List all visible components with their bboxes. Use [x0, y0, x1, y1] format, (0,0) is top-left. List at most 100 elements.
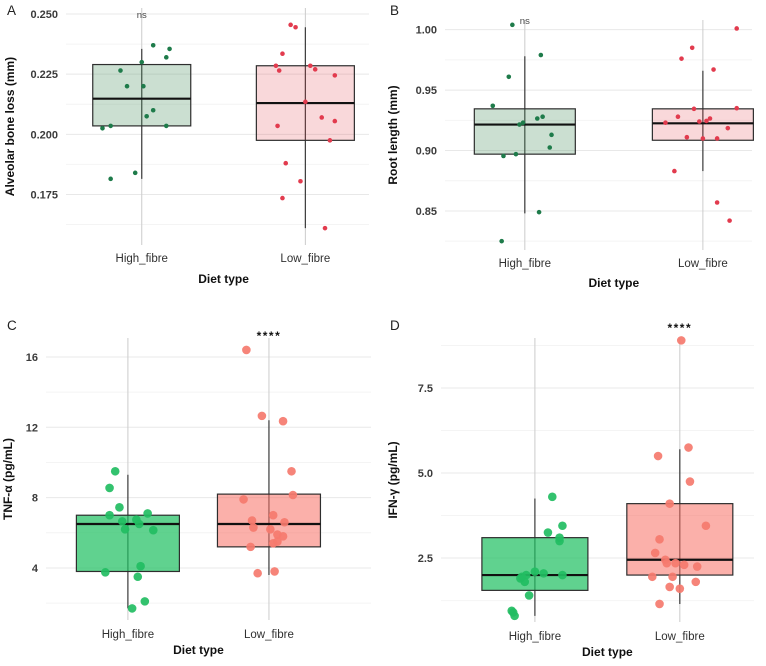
data-point — [501, 153, 506, 159]
panel-a-alveolar-bone-loss-chart: 0.250 0.225 0.200 0.175 High_fibre Low_fibre D… — [0, 0, 383, 300]
box — [216, 493, 322, 548]
y-tick-label: 0.85 — [416, 206, 437, 218]
data-point — [701, 521, 711, 531]
data-point — [538, 52, 544, 58]
data-point — [276, 68, 282, 73]
y-tick-label: 0.90 — [416, 146, 437, 158]
data-point — [725, 125, 731, 131]
category-label: Low_fibre — [678, 258, 728, 270]
data-point — [727, 218, 732, 223]
data-point — [139, 59, 145, 65]
data-point — [679, 56, 684, 61]
data-point — [298, 178, 303, 184]
significance-label: **** — [667, 321, 692, 335]
data-point — [647, 572, 657, 582]
data-point — [136, 561, 145, 571]
data-point — [691, 106, 697, 112]
data-point — [268, 510, 278, 520]
y-axis-title: Root length (mm) — [386, 85, 400, 184]
data-point — [101, 568, 110, 577]
panel-background — [383, 310, 766, 666]
data-point — [662, 558, 672, 568]
data-point — [117, 517, 127, 526]
data-point — [110, 466, 120, 476]
category-label: High_fibre — [509, 631, 561, 643]
data-point — [684, 443, 693, 452]
data-point — [675, 114, 681, 119]
y-axis-title: Alveolar bone loss (mm) — [3, 57, 17, 196]
data-point — [167, 46, 172, 52]
data-point — [278, 532, 288, 541]
data-point — [247, 516, 257, 525]
data-point — [100, 126, 105, 131]
data-point — [242, 345, 251, 355]
data-point — [150, 42, 156, 48]
data-point — [270, 567, 279, 576]
data-point — [293, 24, 298, 30]
category-label: High_fibre — [499, 258, 551, 270]
data-point — [133, 572, 143, 582]
box — [651, 108, 754, 141]
y-tick-label: 0.250 — [30, 9, 58, 21]
category-label: Low_fibre — [655, 631, 705, 643]
data-point — [510, 22, 515, 28]
significance-label: **** — [257, 329, 282, 343]
data-point — [280, 195, 285, 201]
data-point — [685, 477, 695, 486]
y-tick-label: 1.00 — [416, 25, 437, 37]
data-point — [665, 499, 674, 508]
box — [473, 108, 576, 155]
data-point — [115, 503, 124, 512]
data-point — [332, 73, 338, 78]
panel-letter: C — [7, 318, 17, 333]
data-point — [239, 495, 248, 504]
data-point — [530, 567, 540, 576]
data-point — [536, 209, 542, 215]
data-point — [665, 582, 674, 592]
data-point — [689, 45, 695, 51]
data-point — [558, 521, 567, 531]
data-point — [280, 517, 289, 527]
significance-label: ns — [520, 16, 530, 27]
y-tick-label: 5.0 — [418, 468, 433, 480]
data-point — [663, 120, 668, 126]
data-point — [322, 225, 328, 231]
data-point — [253, 568, 262, 578]
data-point — [510, 611, 519, 621]
data-point — [655, 599, 664, 609]
y-tick-label: 0.200 — [30, 129, 58, 141]
significance-label: ns — [137, 10, 147, 21]
data-point — [280, 51, 285, 57]
data-point — [534, 116, 540, 121]
data-point — [558, 570, 567, 580]
data-point — [124, 83, 130, 89]
category-label: Low_fibre — [280, 253, 330, 265]
category-label: High_fibre — [116, 253, 168, 265]
y-axis-title: IFN-γ (pg/mL) — [386, 441, 400, 518]
data-point — [650, 548, 660, 558]
panel-letter: A — [7, 3, 16, 18]
y-tick-label: 8 — [32, 493, 38, 505]
data-point — [668, 572, 677, 582]
x-axis-title: Diet type — [582, 645, 633, 659]
data-point — [288, 490, 298, 500]
y-tick-label: 0.95 — [416, 85, 437, 97]
panel-background — [0, 310, 383, 666]
data-point — [163, 123, 169, 129]
data-point — [692, 562, 702, 571]
data-point — [275, 123, 280, 129]
panel-letter: D — [390, 318, 400, 333]
data-point — [257, 411, 267, 421]
data-point — [105, 510, 114, 520]
x-axis-title: Diet type — [589, 276, 640, 290]
data-point — [672, 168, 677, 174]
data-point — [319, 115, 325, 120]
panel-c-tnf-alpha-chart: 16 12 8 4 High_fibre Low_fibre Diet type TNF-α … — [0, 310, 383, 666]
x-axis-title: Diet type — [173, 643, 224, 657]
y-tick-label: 0.175 — [30, 189, 58, 201]
data-point — [143, 509, 152, 518]
data-point — [549, 132, 554, 138]
data-point — [108, 176, 113, 182]
data-point — [734, 26, 740, 31]
data-point — [283, 160, 289, 166]
